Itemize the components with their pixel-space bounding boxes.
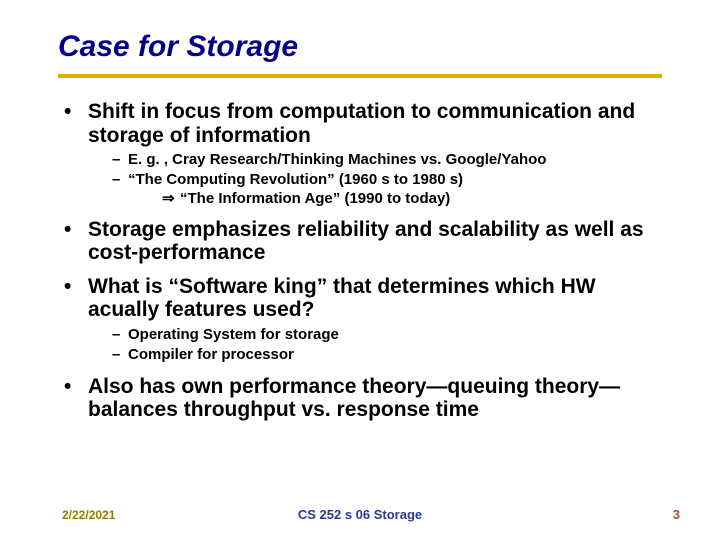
bullet-item: Shift in focus from computation to commu… xyxy=(58,100,668,208)
slide: Case for Storage Shift in focus from com… xyxy=(0,0,720,540)
sub-item: – Compiler for processor xyxy=(88,346,668,364)
dash-icon: – xyxy=(112,171,120,189)
sub-item: – E. g. , Cray Research/Thinking Machine… xyxy=(88,151,668,169)
bullet-text: Also has own performance theory—queuing … xyxy=(88,375,620,422)
title-underline xyxy=(58,74,662,78)
dash-icon: – xyxy=(112,151,120,169)
footer-course: CS 252 s 06 Storage xyxy=(0,507,720,522)
bullet-text: Shift in focus from computation to commu… xyxy=(88,100,635,147)
footer-page-number: 3 xyxy=(673,507,680,522)
sub-item: – “The Computing Revolution” (1960 s to … xyxy=(88,171,668,208)
double-arrow-icon: ⇒ xyxy=(162,190,175,208)
bullet-list: Shift in focus from computation to commu… xyxy=(58,100,668,422)
bullet-item: What is “Software king” that determines … xyxy=(58,275,668,365)
slide-title: Case for Storage xyxy=(58,30,298,64)
sub-item-continuation: ⇒ “The Information Age” (1990 to today) xyxy=(128,190,668,208)
sub-text: Operating System for storage xyxy=(128,326,339,343)
footer: 2/22/2021 CS 252 s 06 Storage 3 xyxy=(0,502,720,522)
sub-text: “The Information Age” (1990 to today) xyxy=(180,190,450,207)
dash-icon: – xyxy=(112,346,120,364)
bullet-item: Also has own performance theory—queuing … xyxy=(58,375,668,422)
dash-icon: – xyxy=(112,326,120,344)
bullet-item: Storage emphasizes reliability and scala… xyxy=(58,218,668,265)
bullet-text: What is “Software king” that determines … xyxy=(88,275,596,322)
sub-list: – Operating System for storage – Compile… xyxy=(88,326,668,365)
sub-item: – Operating System for storage xyxy=(88,326,668,344)
slide-body: Shift in focus from computation to commu… xyxy=(58,90,668,422)
sub-list: – E. g. , Cray Research/Thinking Machine… xyxy=(88,151,668,208)
sub-text: Compiler for processor xyxy=(128,346,294,363)
sub-text: E. g. , Cray Research/Thinking Machines … xyxy=(128,151,546,168)
bullet-text: Storage emphasizes reliability and scala… xyxy=(88,218,644,265)
sub-text: “The Computing Revolution” (1960 s to 19… xyxy=(128,171,463,188)
